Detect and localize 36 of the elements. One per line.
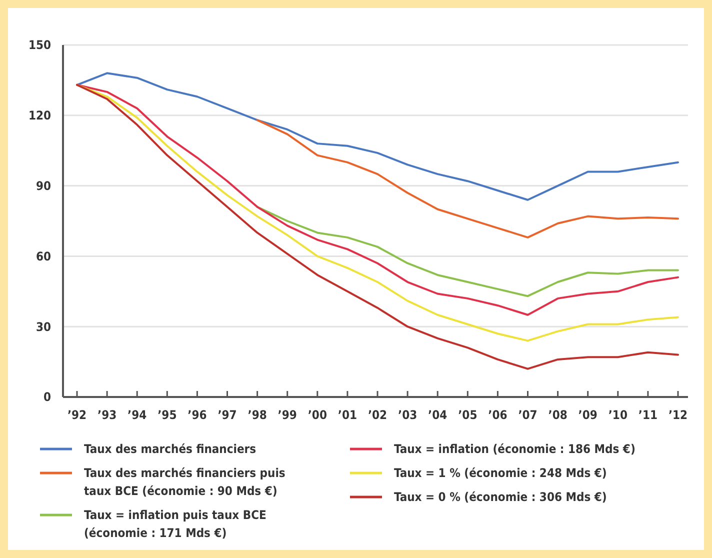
x-tick-label: ’02: [368, 408, 388, 422]
x-tick-label: ’10: [608, 408, 628, 422]
y-tick-label: 90: [36, 179, 51, 193]
x-tick-label: ’06: [488, 408, 508, 422]
x-tick-label: ’05: [458, 408, 478, 422]
legend-label: Taux des marchés financiers: [84, 442, 256, 456]
line-series: [76, 72, 679, 201]
x-tick-label: ’07: [518, 408, 538, 422]
line-series: [256, 119, 679, 238]
line-series: [256, 206, 679, 298]
x-tick-label: ’99: [278, 408, 297, 422]
y-tick-label: 120: [28, 108, 51, 123]
x-tick-label: ’11: [638, 408, 658, 422]
x-tick-label: ’95: [158, 408, 177, 422]
x-tick-label: ’03: [398, 408, 418, 422]
x-tick-label: ’09: [578, 408, 598, 422]
x-tick-label: ’98: [248, 408, 267, 422]
y-tick-label: 60: [36, 249, 51, 264]
x-tick-label: ’97: [218, 408, 237, 422]
legend-label: Taux = 1 % (économie : 248 Mds €): [394, 466, 607, 480]
x-tick-label: ’04: [428, 408, 448, 422]
x-tick-label: ’08: [548, 408, 568, 422]
legend-label: Taux = inflation puis taux BCE (économie : 171 Mds €): [84, 508, 266, 540]
y-tick-label: 30: [36, 320, 51, 334]
y-tick-label: 0: [43, 390, 51, 404]
y-tick-label: 150: [28, 38, 51, 52]
legend-label: Taux = inflation (économie : 186 Mds €): [394, 442, 636, 456]
x-tick-label: ’12: [668, 408, 688, 422]
legend-label: Taux des marchés financiers puis taux BCE (économie : 90 Mds €): [84, 466, 286, 498]
x-tick-label: ’96: [188, 408, 207, 422]
x-tick-label: ’94: [128, 408, 148, 422]
x-tick-label: ’92: [67, 408, 87, 422]
x-tick-label: ’93: [97, 408, 117, 422]
legend-label: Taux = 0 % (économie : 306 Mds €): [394, 490, 607, 504]
x-tick-label: ’00: [308, 408, 327, 422]
x-tick-label: ’01: [338, 408, 358, 422]
